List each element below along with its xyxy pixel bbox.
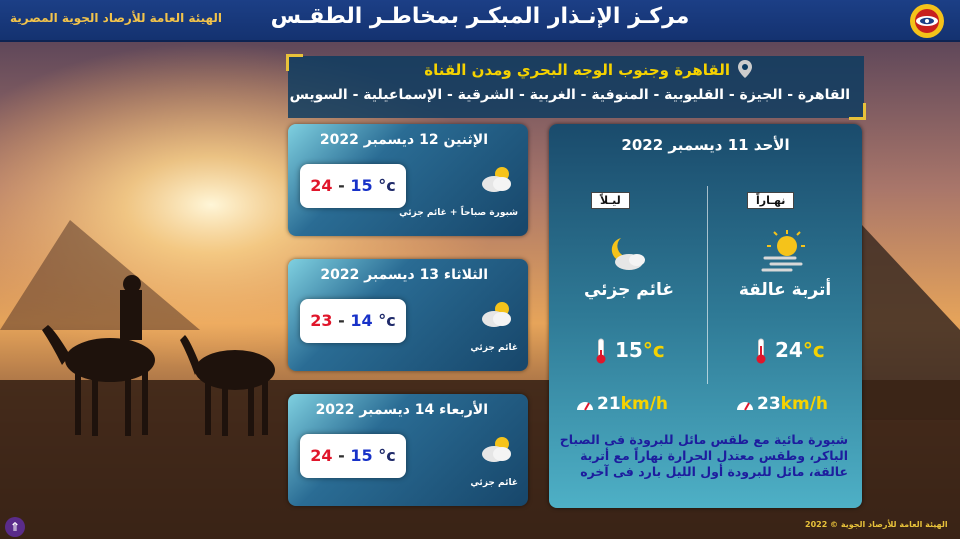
night-label: ليـلاً xyxy=(591,192,630,209)
degree-unit: °c xyxy=(378,446,396,465)
header-bar: الهيئة العامة للأرصاد الجوية المصرية مرك… xyxy=(0,0,960,42)
temp-range: 23 - 14 °c xyxy=(310,311,396,330)
region-banner: القاهرة وجنوب الوجه البحري ومدن القناة ا… xyxy=(286,54,866,120)
cloud-sun-icon xyxy=(482,302,511,327)
scroll-up-button[interactable]: ⇑ xyxy=(5,517,25,537)
corner-bracket-top-left xyxy=(286,54,303,71)
night-temperature: 15°c xyxy=(615,338,665,362)
night-wind-value: 21 xyxy=(597,394,621,414)
degree-unit: °c xyxy=(378,311,396,330)
forecast-card-day2[interactable]: الثلاثاء 13 ديسمبر 2022 23 - 14 °c غائم … xyxy=(288,259,528,371)
temp-box: 23 - 14 °c xyxy=(300,299,406,343)
cloud-sun-icon xyxy=(482,167,511,192)
copyright-text: الهيئة العامة للأرصاد الجوية © 2022 xyxy=(805,520,948,529)
region-cities: القاهرة - الجيزة - القليوبية - المنوفية … xyxy=(289,87,850,103)
high-temp: 23 xyxy=(310,311,333,330)
day-condition: أتربة عالقة xyxy=(738,280,832,300)
organization-name: الهيئة العامة للأرصاد الجوية المصرية xyxy=(10,11,223,25)
wind-gauge-icon xyxy=(737,402,753,411)
weather-description: شبورة مائية مع طقس مائل للبرودة فى الصبا… xyxy=(559,432,848,479)
today-date: الأحد 11 ديسمبر 2022 xyxy=(621,136,790,154)
ema-logo-icon xyxy=(910,4,944,38)
low-temp: 14 xyxy=(350,311,373,330)
night-condition: غائم جزئي xyxy=(583,280,675,300)
wind-unit: km/h xyxy=(780,394,829,414)
today-panel: الأحد 11 ديسمبر 2022 نهـاراً ليـلاً أترب… xyxy=(549,124,862,508)
page-title: مركـز الإنـذار المبكـر بمخاطـر الطقـس xyxy=(270,4,690,29)
degree-unit: °c xyxy=(802,338,825,362)
forecast-condition: غائم جزئي xyxy=(470,343,518,353)
low-temp: 15 xyxy=(350,446,373,465)
low-temp: 15 xyxy=(350,176,373,195)
thermometer-icon xyxy=(756,338,766,364)
forecast-card-day3[interactable]: الأربعاء 14 ديسمبر 2022 24 - 15 °c غائم … xyxy=(288,394,528,506)
temp-range: 24 - 15 °c xyxy=(310,446,396,465)
temp-box: 24 - 15 °c xyxy=(300,434,406,478)
cloud-sun-icon xyxy=(482,437,511,462)
forecast-card-day1[interactable]: الإثنين 12 ديسمبر 2022 24 - 15 °c شبورة … xyxy=(288,124,528,236)
day-night-divider xyxy=(707,186,708,384)
corner-bracket-bottom-right xyxy=(849,103,866,120)
forecast-date: الثلاثاء 13 ديسمبر 2022 xyxy=(320,267,488,283)
wind-unit: km/h xyxy=(620,394,669,414)
night-temp-value: 15 xyxy=(615,338,643,362)
day-wind-value: 23 xyxy=(757,394,781,414)
thermometer-icon xyxy=(596,338,606,364)
night-wind: 21km/h xyxy=(597,394,668,414)
day-label: نهـاراً xyxy=(747,192,795,209)
region-name: القاهرة وجنوب الوجه البحري ومدن القناة xyxy=(424,61,730,79)
moon-cloud-icon xyxy=(611,238,645,270)
high-temp: 24 xyxy=(310,446,333,465)
high-temp: 24 xyxy=(310,176,333,195)
location-pin-icon xyxy=(738,60,752,78)
temp-range: 24 - 15 °c xyxy=(310,176,396,195)
day-temp-value: 24 xyxy=(775,338,803,362)
degree-unit: °c xyxy=(378,176,396,195)
dusty-sun-icon xyxy=(761,230,805,272)
forecast-date: الإثنين 12 ديسمبر 2022 xyxy=(319,132,488,148)
forecast-condition: شبورة صباحاً + غائم جزئي xyxy=(399,208,518,218)
day-temperature: 24°c xyxy=(775,338,825,362)
wind-gauge-icon xyxy=(577,402,593,411)
forecast-date: الأربعاء 14 ديسمبر 2022 xyxy=(315,402,488,418)
degree-unit: °c xyxy=(642,338,665,362)
forecast-condition: غائم جزئي xyxy=(470,478,518,488)
temp-box: 24 - 15 °c xyxy=(300,164,406,208)
day-wind: 23km/h xyxy=(757,394,828,414)
